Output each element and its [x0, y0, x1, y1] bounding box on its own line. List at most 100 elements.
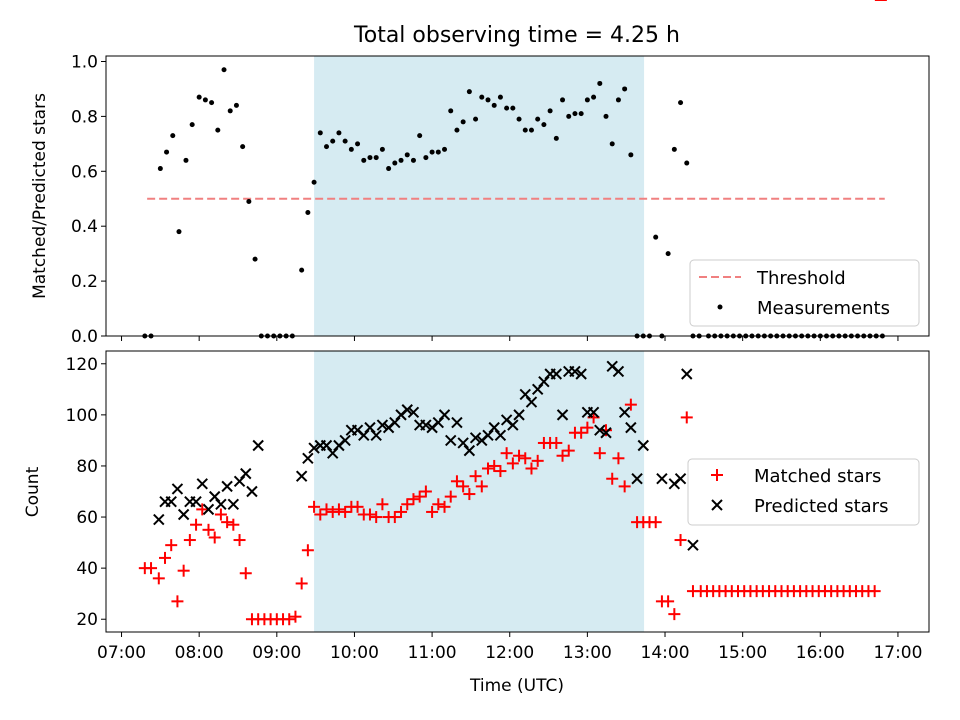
- matched-star-marker: [494, 465, 507, 478]
- measurement-point: [233, 102, 239, 108]
- matched-star-marker: [208, 531, 221, 544]
- predicted-marker-stroke-b: [320, 439, 333, 452]
- matched-star-marker: [295, 577, 308, 590]
- predicted-star-marker: [233, 475, 246, 487]
- predicted-legend-marker: [711, 499, 723, 511]
- measurement-point: [221, 67, 227, 73]
- measurements-legend-label: Measurements: [757, 298, 890, 319]
- predicted-star-marker: [550, 368, 563, 380]
- predicted-star-marker: [246, 485, 258, 498]
- predicted-star-marker: [569, 365, 581, 378]
- matched-star-marker: [506, 457, 519, 470]
- predicted-star-marker: [208, 490, 221, 503]
- predicted-star-marker: [202, 503, 215, 516]
- x-tick-label: 11:00: [408, 643, 457, 663]
- measurement-point: [392, 160, 398, 166]
- matched-star-marker: [469, 470, 482, 483]
- predicted-marker-stroke-b: [488, 421, 500, 434]
- matched-star-marker: [457, 480, 470, 493]
- predicted-star-marker: [407, 406, 420, 419]
- matched-star-marker: [351, 500, 364, 513]
- predicted-star-marker: [215, 498, 227, 510]
- matched-star-marker: [662, 595, 675, 608]
- predicted-star-marker: [327, 447, 339, 459]
- matched-star-marker: [363, 508, 376, 521]
- predicted-marker-stroke-b: [681, 368, 693, 380]
- predicted-star-marker: [376, 419, 389, 431]
- bottom-axes-frame: [105, 350, 930, 633]
- predicted-star-marker: [308, 442, 320, 454]
- predicted-marker-stroke-b: [153, 513, 165, 526]
- matched-star-marker: [401, 498, 414, 511]
- y-tick-label: 0.6: [71, 162, 98, 182]
- matched-star-marker: [202, 523, 215, 536]
- measurement-point: [442, 146, 448, 152]
- predicted-star-marker: [420, 419, 432, 431]
- x-tick-label: 13:00: [563, 643, 612, 663]
- measurement-point: [609, 141, 615, 147]
- top-legend-box: [689, 259, 920, 327]
- matched-legend-label: Matched stars: [754, 466, 881, 487]
- measurement-point: [330, 138, 336, 144]
- predicted-star-marker: [153, 513, 165, 526]
- observing-window-shade-top: [314, 56, 645, 336]
- matched-star-marker: [426, 505, 439, 518]
- measurement-point: [429, 149, 435, 155]
- matched-star-marker: [450, 475, 463, 488]
- measurement-point: [603, 113, 609, 119]
- measurement-point: [653, 234, 659, 240]
- top-y-axis-label: Matched/Predicted stars: [30, 93, 50, 299]
- observing-window-shade-bottom: [314, 351, 645, 632]
- predicted-star-marker: [339, 434, 351, 447]
- predicted-star-marker: [637, 439, 649, 452]
- top-panel: 0.0 0.2 0.4 0.6 0.8 1.0 Matched/Predicted sta…: [30, 52, 930, 347]
- measurement-point: [417, 133, 423, 139]
- matched-star-marker: [419, 485, 432, 498]
- matched-star-marker: [444, 490, 457, 503]
- y-tick-label: 120: [66, 355, 98, 375]
- matched-star-marker: [326, 505, 339, 518]
- y-tick-label: 100: [66, 406, 98, 426]
- predicted-marker-stroke-b: [587, 406, 600, 419]
- predicted-marker-stroke-b: [507, 419, 519, 431]
- matched-star-marker: [283, 613, 296, 626]
- measurement-point: [448, 108, 454, 114]
- top-x-ticks: [121, 336, 899, 341]
- measurement-point: [170, 133, 176, 139]
- y-tick-label: 0.8: [71, 107, 98, 127]
- predicted-star-marker: [674, 473, 687, 485]
- predicted-marker-stroke-b: [215, 498, 227, 510]
- predicted-star-marker: [227, 498, 240, 510]
- predicted-star-marker: [594, 424, 606, 436]
- measurement-point: [516, 116, 522, 122]
- predicted-star-markers: [153, 360, 699, 551]
- predicted-marker-stroke-b: [482, 429, 494, 442]
- measurement-point: [528, 127, 534, 133]
- measurement-point: [615, 97, 621, 103]
- matched-star-marker: [308, 500, 321, 513]
- y-tick-label: 1.0: [71, 52, 98, 72]
- measurement-point: [597, 80, 603, 86]
- measurement-point: [622, 86, 628, 92]
- predicted-star-marker: [370, 429, 382, 442]
- predicted-star-marker: [302, 452, 314, 464]
- matched-star-marker: [562, 444, 575, 457]
- matched-star-marker: [624, 398, 637, 411]
- matched-star-markers: [138, 0, 887, 626]
- matched-star-marker: [320, 503, 333, 516]
- predicted-marker-stroke-b: [494, 429, 507, 442]
- predicted-marker-stroke-b: [190, 496, 202, 508]
- measurement-point: [215, 127, 221, 133]
- measurement-point: [522, 127, 528, 133]
- measurement-point: [361, 157, 367, 163]
- x-tick-label: 10:00: [330, 643, 379, 663]
- predicted-star-marker: [494, 429, 507, 442]
- matched-star-marker: [289, 610, 302, 623]
- matched-star-marker: [145, 562, 158, 575]
- matched-star-marker: [488, 459, 501, 472]
- predicted-star-marker: [538, 375, 550, 388]
- predicted-star-marker: [556, 409, 569, 421]
- matched-star-marker: [612, 452, 625, 465]
- y-tick-label: 60: [76, 508, 98, 528]
- measurement-point: [460, 119, 466, 125]
